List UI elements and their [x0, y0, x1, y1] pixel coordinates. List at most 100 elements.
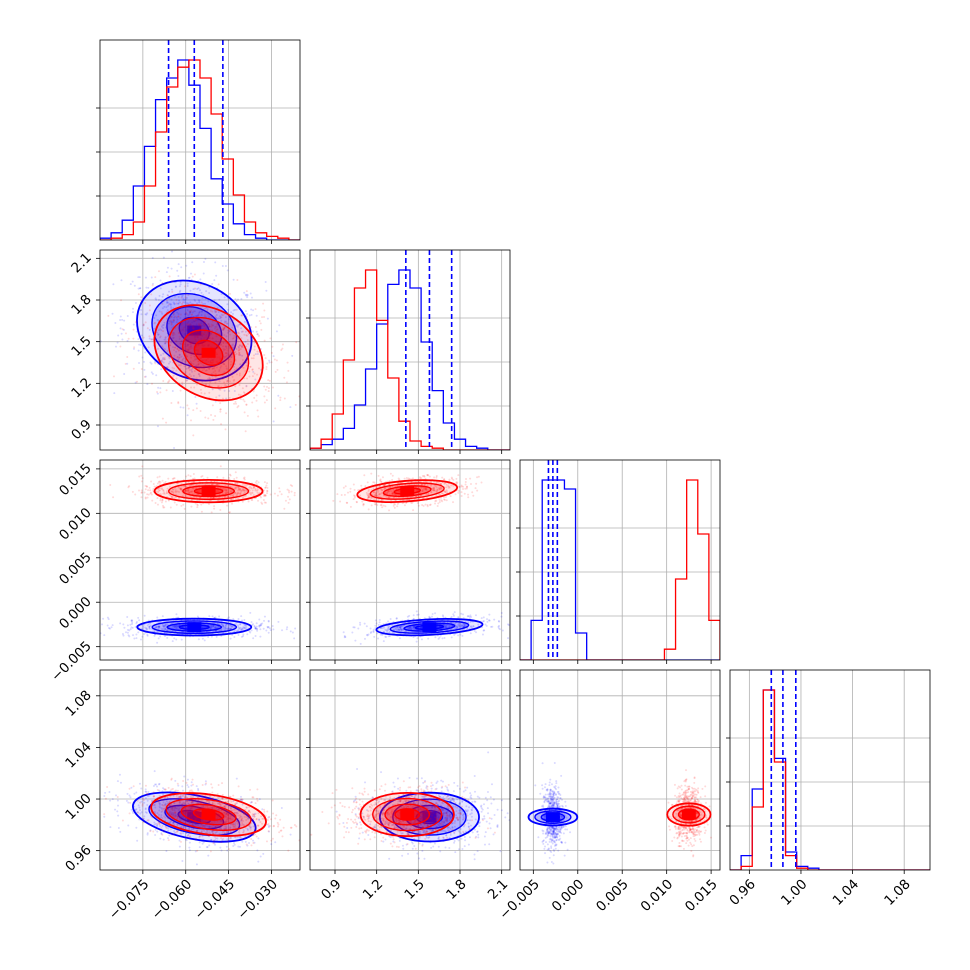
- sample-point: [213, 379, 216, 382]
- sample-point: [174, 285, 177, 288]
- sample-point: [227, 476, 230, 479]
- sample-point: [93, 282, 95, 284]
- sample-point: [395, 617, 398, 620]
- sample-point: [251, 296, 254, 299]
- sample-point: [180, 638, 183, 641]
- sample-point: [462, 487, 465, 490]
- sample-point: [138, 782, 141, 785]
- sample-point: [213, 505, 216, 508]
- sample-point: [161, 358, 164, 361]
- sample-point: [160, 360, 163, 363]
- sample-point: [397, 629, 400, 632]
- sample-point: [157, 489, 160, 492]
- sample-point: [241, 354, 244, 357]
- sample-point: [217, 490, 220, 493]
- sample-point: [203, 324, 206, 327]
- sample-point: [156, 630, 159, 633]
- sample-point: [277, 394, 280, 397]
- sample-point: [162, 625, 165, 628]
- sample-point: [214, 311, 217, 314]
- sample-point: [245, 334, 248, 337]
- sample-point: [171, 280, 174, 283]
- sample-point: [134, 493, 137, 496]
- sample-point: [176, 318, 179, 321]
- sample-point: [162, 624, 165, 627]
- sample-point: [202, 333, 205, 336]
- sample-point: [214, 315, 217, 318]
- sample-point: [398, 637, 401, 640]
- sample-point: [167, 294, 170, 297]
- sample-point: [210, 316, 213, 319]
- sample-point: [207, 313, 210, 316]
- sample-point: [360, 484, 363, 487]
- sample-point: [192, 483, 195, 486]
- sample-point: [251, 499, 254, 502]
- sample-point: [214, 327, 217, 330]
- panel-frame: [99, 459, 301, 661]
- sample-point: [171, 625, 174, 628]
- sample-point: [165, 366, 168, 369]
- sample-point: [201, 343, 204, 346]
- sample-point: [187, 323, 190, 326]
- sample-point: [149, 624, 152, 627]
- sample-point: [260, 624, 263, 627]
- sample-point: [270, 351, 273, 354]
- sample-point: [186, 414, 189, 417]
- sample-point: [255, 479, 258, 482]
- sample-point: [158, 489, 161, 492]
- sample-point: [457, 634, 460, 637]
- sample-point: [219, 358, 222, 361]
- sample-point: [240, 635, 243, 638]
- sample-point: [197, 313, 200, 316]
- sample-point: [349, 487, 352, 490]
- sample-point: [202, 364, 205, 367]
- sample-point: [252, 330, 255, 333]
- sample-point: [189, 475, 192, 478]
- sample-point: [224, 321, 227, 324]
- sample-point: [255, 399, 258, 402]
- sample-point: [215, 309, 218, 312]
- sample-point: [285, 628, 288, 631]
- sample-point: [200, 334, 203, 337]
- sample-point: [266, 626, 269, 629]
- sample-point: [231, 375, 234, 378]
- sample-point: [197, 339, 200, 342]
- sample-point: [224, 356, 227, 359]
- sample-point: [177, 332, 180, 335]
- sample-point: [183, 299, 186, 302]
- sample-point: [146, 383, 149, 386]
- sample-point: [185, 297, 188, 300]
- sample-point: [213, 279, 216, 282]
- sample-point: [153, 317, 156, 320]
- sample-point: [169, 303, 172, 306]
- sample-point: [210, 625, 213, 628]
- sample-point: [159, 481, 162, 484]
- sample-point: [209, 361, 212, 364]
- sample-point: [190, 375, 193, 378]
- sample-point: [412, 617, 415, 620]
- sample-point: [351, 631, 354, 634]
- sample-point: [214, 414, 217, 417]
- sample-point: [235, 347, 238, 350]
- sample-point: [220, 628, 223, 631]
- sample-point: [278, 490, 281, 493]
- sample-point: [229, 363, 232, 366]
- sample-point: [463, 623, 466, 626]
- sample-point: [159, 328, 162, 331]
- sample-point: [225, 352, 228, 355]
- sample-point: [131, 311, 134, 314]
- sample-point: [396, 626, 399, 629]
- sample-point: [103, 634, 106, 637]
- sample-point: [236, 493, 239, 496]
- sample-point: [185, 324, 188, 327]
- sample-point: [177, 263, 180, 266]
- sample-point: [428, 503, 431, 506]
- sample-point: [215, 274, 218, 277]
- sample-point: [221, 265, 224, 268]
- sample-point: [178, 356, 181, 359]
- sample-point: [171, 366, 174, 369]
- sample-point: [173, 625, 176, 628]
- sample-point: [393, 506, 396, 509]
- sample-point: [352, 626, 355, 629]
- sample-point: [174, 489, 177, 492]
